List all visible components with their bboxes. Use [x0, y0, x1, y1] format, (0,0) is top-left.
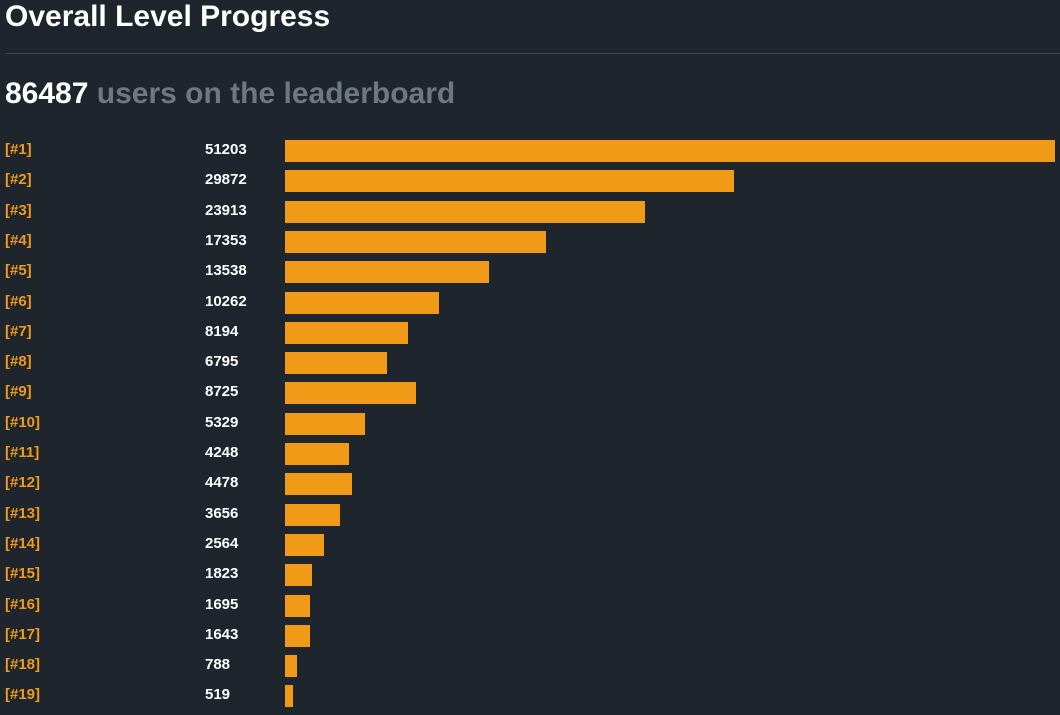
level-rank-link[interactable]: [#10] — [5, 414, 41, 431]
chart-row: [#2] 29872 — [0, 169, 1060, 193]
level-rank-link[interactable]: [#4] — [5, 232, 32, 249]
chart-row: [#15] 1823 — [0, 563, 1060, 587]
level-user-count: 788 — [205, 656, 231, 673]
chart-row: [#19] 519 — [0, 684, 1060, 708]
chart-row: [#13] 3656 — [0, 503, 1060, 527]
level-user-count: 51203 — [205, 141, 247, 158]
level-bar — [285, 170, 734, 192]
level-user-count: 13538 — [205, 262, 247, 279]
level-bar — [285, 655, 297, 677]
chart-row: [#18] 788 — [0, 654, 1060, 678]
level-rank-link[interactable]: [#18] — [5, 656, 41, 673]
level-rank-link[interactable]: [#6] — [5, 293, 32, 310]
chart-row: [#7] 8194 — [0, 321, 1060, 345]
level-user-count: 17353 — [205, 232, 247, 249]
level-user-count: 4248 — [205, 444, 239, 461]
level-user-count: 5329 — [205, 414, 239, 431]
level-rank-link[interactable]: [#11] — [5, 444, 40, 461]
level-user-count: 10262 — [205, 293, 247, 310]
level-rank-link[interactable]: [#16] — [5, 596, 41, 613]
chart-row: [#9] 8725 — [0, 381, 1060, 405]
level-bar — [285, 534, 324, 556]
level-rank-link[interactable]: [#12] — [5, 474, 41, 491]
level-user-count: 1695 — [205, 596, 239, 613]
level-rank-link[interactable]: [#3] — [5, 202, 32, 219]
level-bar — [285, 140, 1055, 162]
level-user-count: 3656 — [205, 505, 239, 522]
level-rank-link[interactable]: [#8] — [5, 353, 32, 370]
level-bar — [285, 201, 645, 223]
level-rank-link[interactable]: [#19] — [5, 686, 41, 703]
level-user-count: 8194 — [205, 323, 239, 340]
level-user-count: 8725 — [205, 383, 239, 400]
user-count: 86487 — [5, 77, 89, 110]
chart-row: [#1] 51203 — [0, 139, 1060, 163]
level-bar — [285, 504, 340, 526]
level-progress-chart: [#1] 51203 [#2] 29872 [#3] 23913 [#4] 17353 [#5]… — [0, 139, 1060, 715]
level-user-count: 2564 — [205, 535, 239, 552]
user-count-suffix: users on the leaderboard — [96, 77, 456, 110]
level-bar — [285, 292, 439, 314]
chart-row: [#4] 17353 — [0, 230, 1060, 254]
chart-row: [#12] 4478 — [0, 472, 1060, 496]
level-bar — [285, 231, 546, 253]
chart-row: [#17] 1643 — [0, 624, 1060, 648]
level-rank-link[interactable]: [#2] — [5, 171, 32, 188]
chart-row: [#3] 23913 — [0, 200, 1060, 224]
level-rank-link[interactable]: [#5] — [5, 262, 32, 279]
level-rank-link[interactable]: [#15] — [5, 565, 41, 582]
leaderboard-summary: 86487 users on the leaderboard — [5, 77, 455, 111]
chart-row: [#5] 13538 — [0, 260, 1060, 284]
level-bar — [285, 473, 352, 495]
chart-row: [#16] 1695 — [0, 594, 1060, 618]
level-bar — [285, 564, 312, 586]
level-rank-link[interactable]: [#14] — [5, 535, 41, 552]
level-user-count: 1643 — [205, 626, 239, 643]
level-bar — [285, 595, 310, 617]
level-bar — [285, 261, 489, 283]
level-rank-link[interactable]: [#1] — [5, 141, 32, 158]
level-user-count: 23913 — [205, 202, 247, 219]
level-user-count: 4478 — [205, 474, 239, 491]
level-bar — [285, 352, 387, 374]
level-bar — [285, 685, 293, 707]
page-title: Overall Level Progress — [5, 0, 331, 33]
level-bar — [285, 382, 416, 404]
level-rank-link[interactable]: [#9] — [5, 383, 32, 400]
level-bar — [285, 322, 408, 344]
level-bar — [285, 443, 349, 465]
chart-row: [#10] 5329 — [0, 412, 1060, 436]
chart-row: [#6] 10262 — [0, 291, 1060, 315]
level-user-count: 519 — [205, 686, 231, 703]
level-rank-link[interactable]: [#13] — [5, 505, 41, 522]
header-divider — [5, 53, 1060, 54]
chart-row: [#11] 4248 — [0, 442, 1060, 466]
level-rank-link[interactable]: [#17] — [5, 626, 41, 643]
level-user-count: 1823 — [205, 565, 239, 582]
level-bar — [285, 413, 365, 435]
level-bar — [285, 625, 310, 647]
chart-row: [#8] 6795 — [0, 351, 1060, 375]
chart-row: [#14] 2564 — [0, 533, 1060, 557]
level-user-count: 29872 — [205, 171, 247, 188]
level-user-count: 6795 — [205, 353, 239, 370]
level-rank-link[interactable]: [#7] — [5, 323, 32, 340]
